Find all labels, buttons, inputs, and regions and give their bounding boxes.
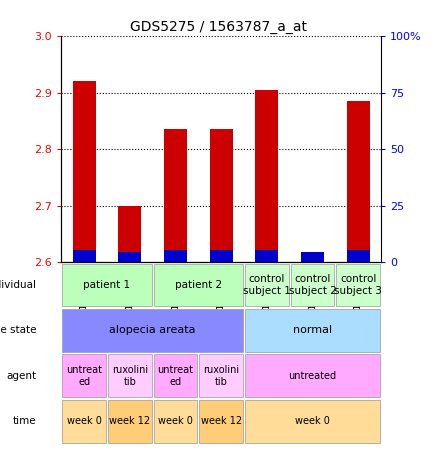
Bar <box>118 252 141 262</box>
Bar <box>347 250 370 262</box>
FancyBboxPatch shape <box>108 400 152 443</box>
FancyBboxPatch shape <box>199 354 243 397</box>
Text: patient 1: patient 1 <box>83 280 131 290</box>
Text: control
subject 2: control subject 2 <box>289 274 336 296</box>
Bar <box>210 130 233 262</box>
Text: week 0: week 0 <box>67 416 102 426</box>
FancyBboxPatch shape <box>154 354 198 397</box>
FancyBboxPatch shape <box>245 264 289 306</box>
FancyBboxPatch shape <box>62 309 243 352</box>
Text: untreat
ed: untreat ed <box>158 365 194 386</box>
Bar <box>73 250 95 262</box>
Bar <box>164 130 187 262</box>
FancyBboxPatch shape <box>245 400 380 443</box>
Text: week 0: week 0 <box>295 416 330 426</box>
Text: untreat
ed: untreat ed <box>66 365 102 386</box>
FancyBboxPatch shape <box>108 354 152 397</box>
FancyBboxPatch shape <box>245 309 380 352</box>
Bar <box>73 82 95 262</box>
FancyBboxPatch shape <box>62 400 106 443</box>
Bar <box>347 101 370 262</box>
Bar <box>210 250 233 262</box>
Bar <box>164 250 187 262</box>
FancyBboxPatch shape <box>336 264 380 306</box>
Bar <box>301 252 324 262</box>
Text: week 0: week 0 <box>158 416 193 426</box>
Text: disease state: disease state <box>0 325 36 335</box>
Text: week 12: week 12 <box>109 416 150 426</box>
FancyBboxPatch shape <box>62 264 152 306</box>
Text: control
subject 1: control subject 1 <box>243 274 291 296</box>
Text: time: time <box>13 416 36 426</box>
FancyBboxPatch shape <box>154 264 243 306</box>
FancyBboxPatch shape <box>291 264 335 306</box>
Text: ruxolini
tib: ruxolini tib <box>112 365 148 386</box>
Text: alopecia areata: alopecia areata <box>110 325 196 335</box>
FancyBboxPatch shape <box>154 400 198 443</box>
Bar <box>255 90 278 262</box>
FancyBboxPatch shape <box>62 354 106 397</box>
Text: agent: agent <box>6 371 36 381</box>
Text: ruxolini
tib: ruxolini tib <box>203 365 239 386</box>
Bar <box>118 206 141 262</box>
Bar <box>301 260 324 262</box>
Bar <box>255 250 278 262</box>
Text: control
subject 3: control subject 3 <box>334 274 382 296</box>
Text: normal: normal <box>293 325 332 335</box>
FancyBboxPatch shape <box>245 354 380 397</box>
Text: untreated: untreated <box>289 371 337 381</box>
FancyBboxPatch shape <box>199 400 243 443</box>
Text: individual: individual <box>0 280 36 290</box>
Text: week 12: week 12 <box>201 416 242 426</box>
Text: patient 2: patient 2 <box>175 280 222 290</box>
Text: GDS5275 / 1563787_a_at: GDS5275 / 1563787_a_at <box>131 20 307 34</box>
